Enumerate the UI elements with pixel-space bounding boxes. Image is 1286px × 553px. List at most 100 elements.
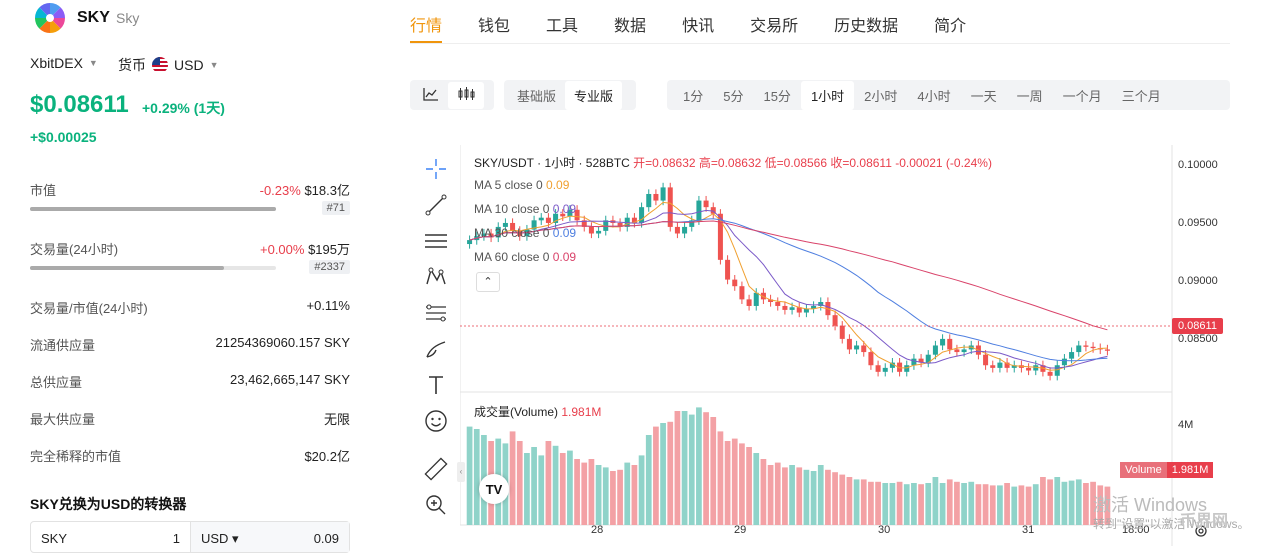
basic-mode-button[interactable]: 基础版	[517, 88, 557, 104]
candle-body	[746, 299, 752, 306]
zoom-icon[interactable]	[422, 491, 450, 519]
interval-5m[interactable]: 5分	[723, 88, 744, 104]
ma60-legend: MA 60 close 0 0.09	[474, 250, 576, 264]
candle-body	[646, 193, 652, 208]
candle-body	[1061, 358, 1067, 366]
interval-1d[interactable]: 一天	[970, 88, 997, 104]
tab-data[interactable]: 数据	[614, 18, 647, 35]
interval-1mo[interactable]: 一个月	[1062, 88, 1102, 104]
volume-bar	[1061, 481, 1068, 525]
interval-1w[interactable]: 一周	[1016, 88, 1043, 104]
volume-bar	[825, 469, 831, 525]
volume-bar	[975, 484, 982, 525]
y-tick: 0.10000	[1178, 159, 1218, 171]
horizontal-lines-icon[interactable]	[422, 227, 450, 255]
tab-intro[interactable]: 简介	[934, 18, 967, 35]
candle-body	[653, 193, 659, 201]
volume-bar	[939, 483, 946, 525]
tab-history[interactable]: 历史数据	[834, 18, 899, 35]
main-tabs: 行情 钱包 工具 数据 快讯 交易所 历史数据 简介	[410, 0, 1230, 44]
brush-icon[interactable]	[422, 335, 450, 363]
volume-bar	[918, 484, 924, 525]
emoji-icon[interactable]	[422, 407, 450, 435]
volume-bar	[1011, 486, 1018, 525]
collapse-legend-button[interactable]: ⌃	[476, 272, 500, 292]
candle-body	[689, 220, 695, 227]
volume-bar	[516, 441, 523, 525]
volume-bar	[774, 462, 781, 525]
candlestick-icon[interactable]	[448, 81, 484, 109]
stat-label: 市值	[30, 183, 57, 198]
candle-body	[732, 279, 738, 287]
volume-bar	[696, 407, 702, 525]
volume-bar	[703, 412, 709, 525]
pro-mode-button[interactable]: 专业版	[565, 80, 623, 110]
candle-body	[703, 200, 709, 208]
tab-news[interactable]: 快讯	[682, 18, 715, 35]
tab-wallet[interactable]: 钱包	[478, 18, 511, 35]
tab-exchanges[interactable]: 交易所	[750, 18, 799, 35]
volume-bar	[789, 465, 795, 525]
line-chart-icon[interactable]	[414, 82, 448, 109]
stat-label: 完全稀释的市值	[30, 449, 122, 464]
candle-body	[760, 292, 766, 300]
interval-2h[interactable]: 2小时	[864, 88, 898, 104]
exchange-selector[interactable]: XbitDEX ▼	[30, 55, 98, 71]
volume-bar	[717, 431, 724, 525]
interval-1m[interactable]: 1分	[683, 88, 704, 104]
candle-body	[990, 365, 996, 368]
ma5-legend: MA 5 close 0 0.09	[474, 178, 569, 192]
y-tick: 0.09500	[1178, 217, 1218, 229]
x-tick: 28	[591, 524, 604, 536]
to-currency-select[interactable]: USD ▾	[201, 531, 239, 546]
collapse-toolbar-handle[interactable]: ‹	[457, 462, 465, 482]
converter-to[interactable]: USD ▾ 0.09	[191, 522, 349, 552]
currency-selector[interactable]: 货币 USD ▼	[118, 55, 218, 75]
x-tick: 29	[734, 524, 747, 536]
from-amount-input[interactable]: 1	[172, 531, 180, 546]
ma-label: MA 30 close 0	[474, 226, 550, 240]
trend-line-icon[interactable]	[422, 191, 450, 219]
volume-bar	[946, 479, 953, 525]
candle-body	[796, 307, 802, 313]
volume-bar	[731, 438, 738, 525]
interval-1h[interactable]: 1小时	[800, 80, 855, 110]
tab-tools[interactable]: 工具	[546, 18, 579, 35]
volume-title: 成交量(Volume)	[474, 405, 559, 419]
candle-body	[660, 187, 666, 201]
interval-3mo[interactable]: 三个月	[1121, 88, 1161, 104]
volume-bar	[567, 450, 573, 525]
candle-body	[631, 217, 637, 223]
volume-bar	[882, 483, 889, 525]
ruler-icon[interactable]	[422, 455, 450, 483]
tab-market[interactable]: 行情	[410, 0, 443, 43]
converter-from[interactable]: SKY 1	[31, 522, 191, 552]
candle-body	[495, 226, 501, 238]
volume-bar	[1090, 481, 1096, 525]
crosshair-icon[interactable]	[422, 155, 450, 183]
settings-gear-icon[interactable]	[1194, 524, 1208, 538]
pattern-icon[interactable]	[422, 263, 450, 291]
candle-body	[839, 325, 845, 339]
interval-15m[interactable]: 15分	[763, 88, 791, 104]
candle-body	[596, 230, 602, 234]
candle-body	[1026, 367, 1032, 371]
fib-icon[interactable]	[422, 299, 450, 327]
text-tool-icon[interactable]	[422, 371, 450, 399]
volume-bar	[531, 447, 537, 525]
candle-body	[567, 209, 573, 217]
volume-bar	[667, 421, 674, 525]
candle-body	[918, 358, 924, 363]
volume-bar	[588, 459, 595, 525]
volume-bar	[653, 426, 659, 525]
volume-bar	[810, 471, 817, 525]
y-tick: 0.08500	[1178, 333, 1218, 345]
volume-bar	[724, 441, 731, 525]
volume-bar	[767, 465, 774, 525]
windows-watermark: 激活 Windows	[1093, 495, 1208, 515]
candle-body	[832, 315, 838, 326]
volume-bar	[982, 484, 989, 525]
interval-4h[interactable]: 4小时	[917, 88, 951, 104]
candle-body	[811, 305, 817, 309]
ohlc-delta: -0.00021 (-0.24%)	[895, 156, 992, 170]
